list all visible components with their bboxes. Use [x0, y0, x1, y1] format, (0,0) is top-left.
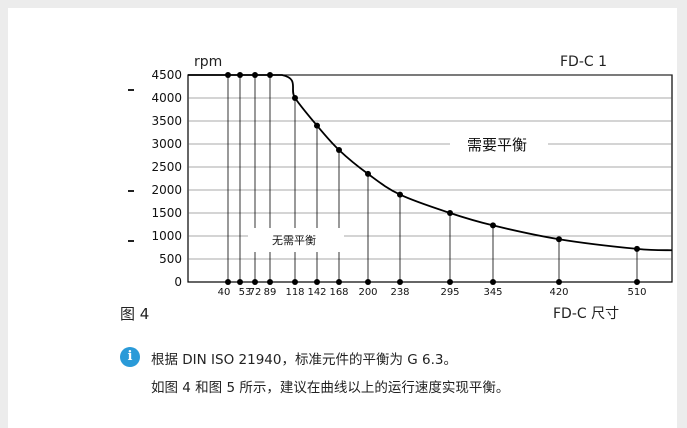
x-tick-label: 345	[483, 287, 502, 298]
x-tick-label: 200	[358, 287, 377, 298]
data-point	[267, 72, 273, 78]
y-tick-label: 4000	[151, 91, 182, 105]
figure-label: 图 4	[120, 305, 150, 323]
x-tick-label: 89	[264, 287, 277, 298]
axis-point	[397, 279, 403, 285]
margin-dash	[128, 190, 134, 192]
chart-title: FD-C 1	[560, 54, 608, 70]
axis-point	[490, 279, 496, 285]
margin-dash	[128, 89, 134, 91]
region-label-balance-required: 需要平衡	[467, 136, 527, 154]
data-point	[237, 72, 243, 78]
axis-point	[252, 279, 258, 285]
axis-point	[314, 279, 320, 285]
y-tick-label: 2000	[151, 183, 182, 197]
x-tick-label: 72	[249, 287, 262, 298]
content-panel	[8, 8, 677, 428]
data-point	[225, 72, 231, 78]
label-mask	[450, 132, 548, 158]
data-point	[397, 191, 403, 198]
region-label-no-balance: 无需平衡	[272, 234, 316, 247]
speed-curve	[188, 74, 673, 252]
info-icon: i	[120, 347, 140, 367]
note-line-2: 如图 4 和图 5 所示，建议在曲线以上的运行速度实现平衡。	[151, 380, 510, 396]
label-mask	[248, 228, 344, 252]
y-tick-label: 2500	[151, 160, 182, 174]
axis-point	[556, 279, 562, 285]
data-point	[634, 245, 640, 252]
data-point	[365, 170, 371, 177]
data-point	[292, 95, 298, 101]
x-tick-label: 295	[440, 287, 459, 298]
y-tick-label: 4500	[151, 68, 182, 82]
data-point	[490, 222, 496, 229]
data-point	[252, 72, 258, 78]
y-tick-label: 0	[174, 275, 182, 289]
x-tick-label: 142	[307, 287, 326, 298]
x-tick-label: 40	[218, 287, 231, 298]
x-tick-label: 53	[239, 287, 252, 298]
x-tick-label: 510	[627, 287, 646, 298]
axis-point	[267, 279, 273, 285]
axis-point	[225, 279, 231, 285]
data-point	[314, 122, 320, 129]
x-tick-label: 168	[329, 287, 348, 298]
axis-point	[237, 279, 243, 285]
y-tick-label: 3000	[151, 137, 182, 151]
data-point	[336, 146, 342, 153]
y-tick-label: 1000	[151, 229, 182, 243]
y-axis-unit-label: rpm	[194, 54, 223, 70]
axis-point	[365, 279, 371, 285]
data-point	[556, 236, 562, 243]
x-tick-label: 420	[549, 287, 568, 298]
axis-point	[292, 279, 298, 285]
x-tick-label: 118	[285, 287, 304, 298]
margin-dash	[128, 240, 134, 242]
axis-point	[336, 279, 342, 285]
data-point	[447, 210, 453, 216]
y-tick-label: 1500	[151, 206, 182, 220]
y-tick-label: 500	[159, 252, 182, 266]
axis-point	[447, 279, 453, 285]
note-line-1: 根据 DIN ISO 21940，标准元件的平衡为 G 6.3。	[151, 352, 457, 368]
axis-point	[634, 279, 640, 285]
x-tick-label: 238	[390, 287, 409, 298]
x-axis-unit-label: FD-C 尺寸	[553, 306, 620, 322]
y-tick-label: 3500	[151, 114, 182, 128]
